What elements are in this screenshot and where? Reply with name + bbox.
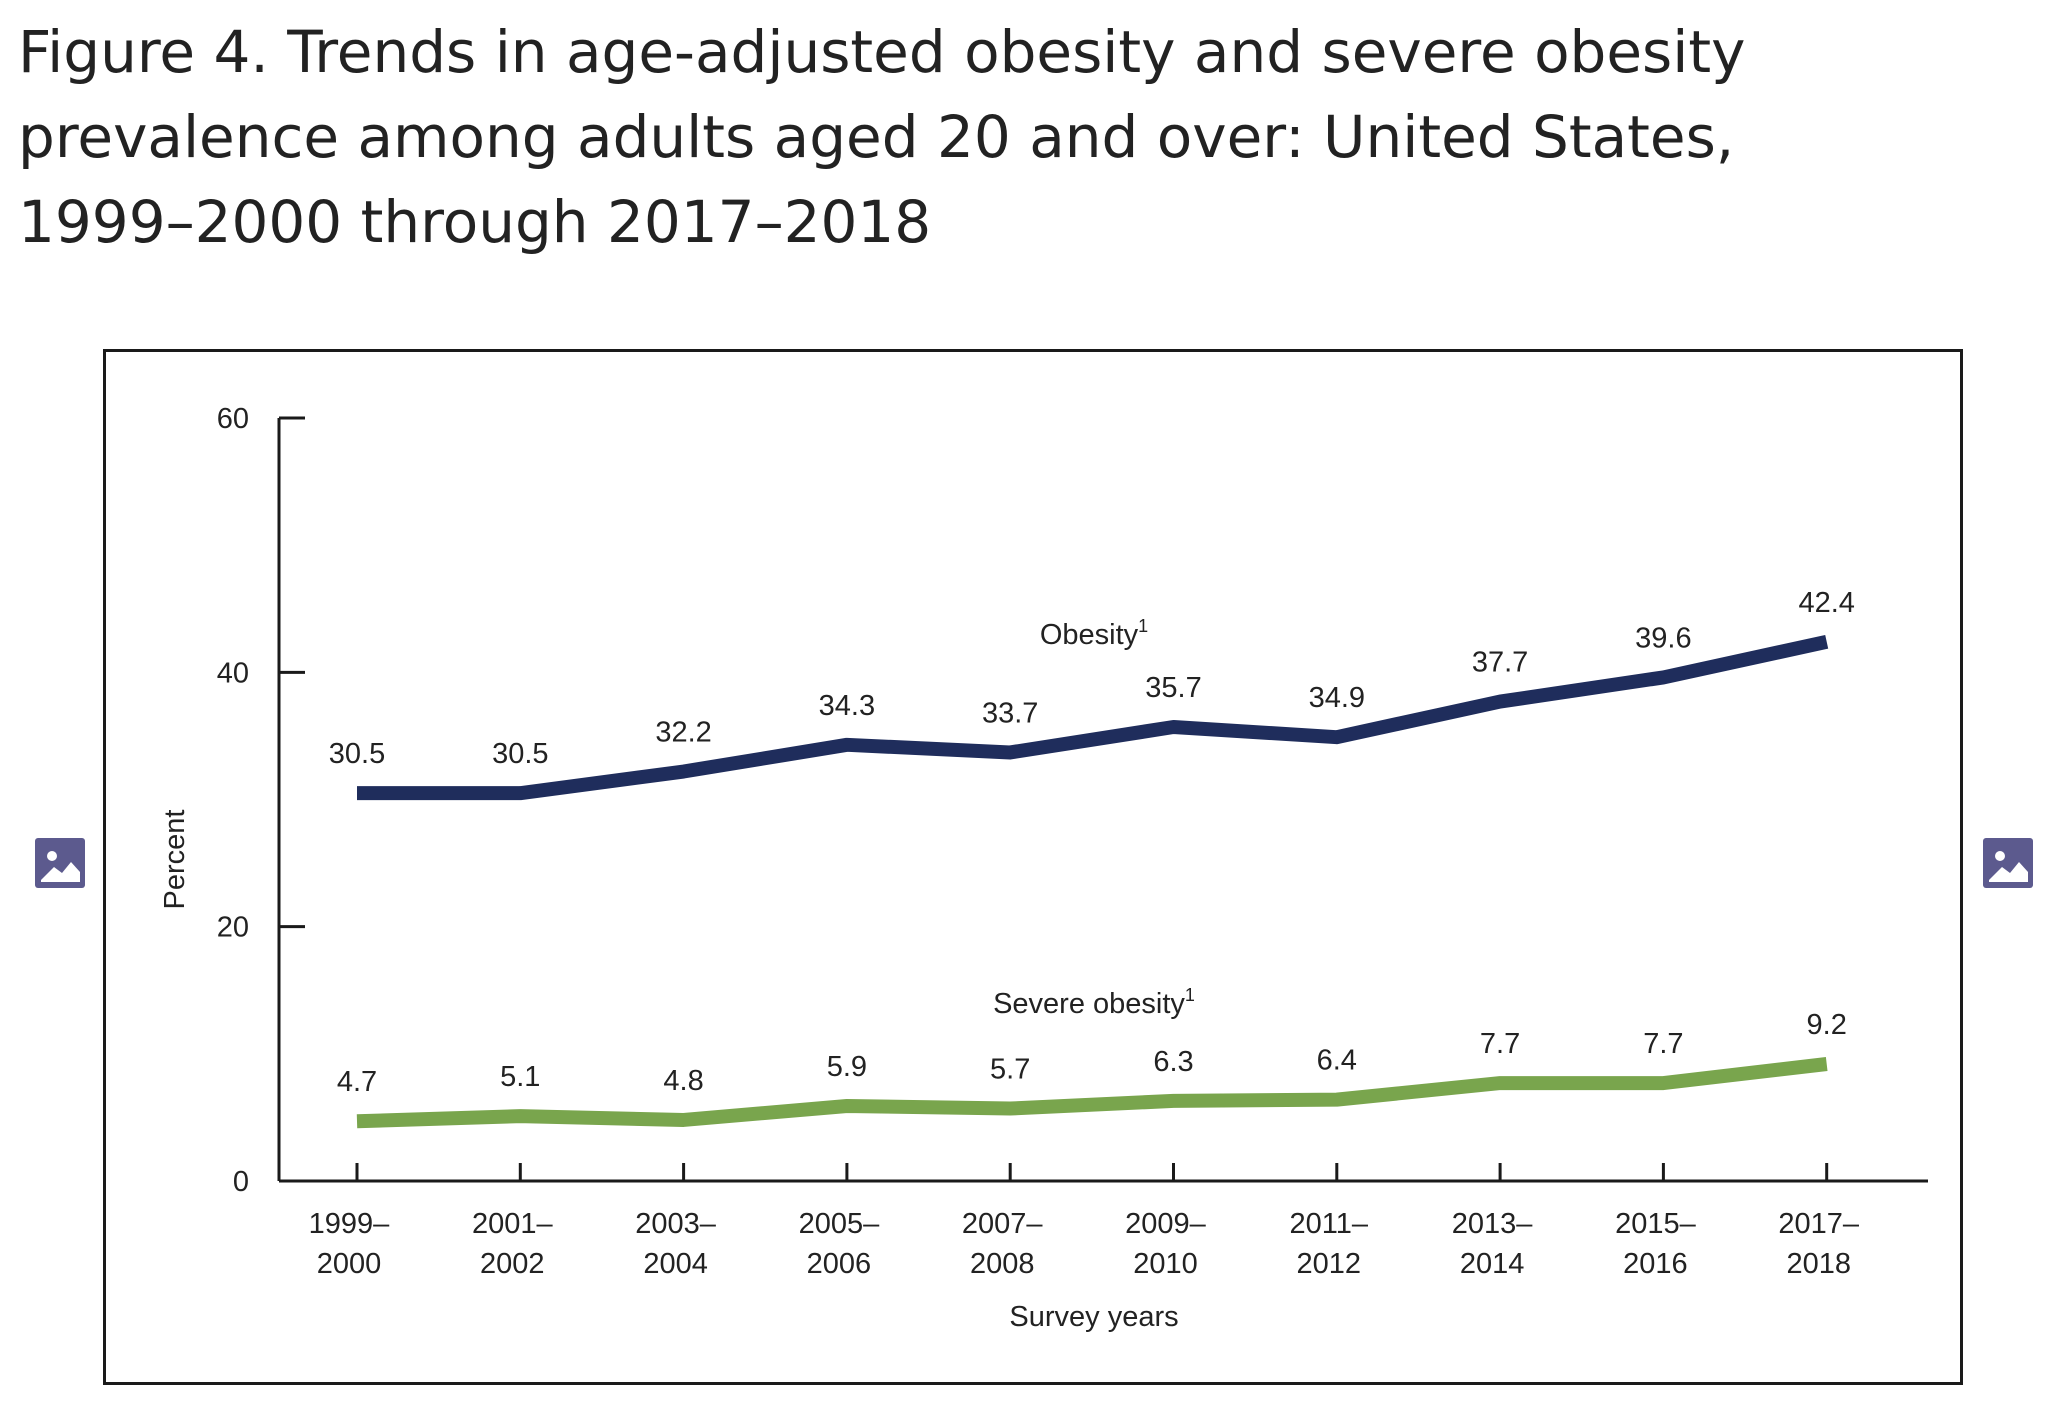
data-label: 6.4 bbox=[1317, 1045, 1357, 1077]
y-tick-label: 40 bbox=[217, 657, 249, 689]
data-label: 39.6 bbox=[1635, 622, 1691, 654]
x-tick-label: 2000 bbox=[317, 1248, 382, 1280]
y-tick-label: 60 bbox=[217, 403, 249, 435]
x-tick-label: 2005– bbox=[799, 1208, 881, 1240]
x-tick-label: 2014 bbox=[1460, 1248, 1525, 1280]
data-label: 4.7 bbox=[337, 1066, 377, 1098]
data-label: 7.7 bbox=[1643, 1028, 1683, 1060]
x-tick-label: 2013– bbox=[1452, 1208, 1534, 1240]
chart-frame: 0 20 40 60 Percent 1999– 2000 2001– 2002 2003– 200… bbox=[103, 349, 1963, 1385]
obesity-series-label: Obesity1 bbox=[1040, 616, 1148, 651]
data-label: 35.7 bbox=[1145, 672, 1201, 704]
data-label: 5.7 bbox=[990, 1054, 1030, 1086]
data-label: 33.7 bbox=[982, 697, 1038, 729]
data-label: 30.5 bbox=[492, 738, 548, 770]
x-tick-label: 2008 bbox=[970, 1248, 1035, 1280]
x-tick-label: 2006 bbox=[807, 1248, 872, 1280]
y-axis-label: Percent bbox=[159, 810, 191, 910]
y-tick-label: 20 bbox=[217, 912, 249, 944]
data-label: 32.2 bbox=[655, 717, 711, 749]
x-tick-label: 2010 bbox=[1133, 1248, 1198, 1280]
x-tick-label: 2007– bbox=[962, 1208, 1044, 1240]
x-tick-label: 2002 bbox=[480, 1248, 545, 1280]
severe-obesity-series-line bbox=[356, 1057, 1828, 1129]
image-icon[interactable] bbox=[1983, 838, 2033, 888]
y-tick-label: 0 bbox=[233, 1166, 249, 1198]
image-icon[interactable] bbox=[35, 838, 85, 888]
footnote-marker: 1 bbox=[1138, 616, 1148, 636]
image-icon-glyph bbox=[1989, 851, 2028, 882]
data-label: 7.7 bbox=[1480, 1028, 1520, 1060]
data-label: 30.5 bbox=[329, 738, 385, 770]
x-tick-label: 2018 bbox=[1786, 1248, 1851, 1280]
data-label: 42.4 bbox=[1798, 587, 1854, 619]
data-label: 37.7 bbox=[1472, 647, 1528, 679]
line-chart: 0 20 40 60 Percent 1999– 2000 2001– 2002 2003– 200… bbox=[159, 403, 1928, 1333]
x-tick-label: 2003– bbox=[635, 1208, 717, 1240]
data-label: 5.1 bbox=[500, 1061, 540, 1093]
obesity-series-line bbox=[357, 634, 1829, 801]
x-tick-label: 2017– bbox=[1778, 1208, 1860, 1240]
data-label: 34.3 bbox=[819, 690, 875, 722]
x-tick-label: 1999– bbox=[309, 1208, 391, 1240]
data-label: 5.9 bbox=[827, 1051, 867, 1083]
figure-title: Figure 4. Trends in age-adjusted obesity… bbox=[18, 18, 1746, 256]
severe-obesity-series-label: Severe obesity1 bbox=[993, 985, 1195, 1020]
data-label: 34.9 bbox=[1309, 682, 1365, 714]
image-icon-glyph bbox=[41, 851, 80, 882]
data-label: 9.2 bbox=[1807, 1009, 1847, 1041]
x-tick-label: 2016 bbox=[1623, 1248, 1688, 1280]
footnote-marker: 1 bbox=[1185, 985, 1195, 1005]
x-tick-label: 2015– bbox=[1615, 1208, 1697, 1240]
x-tick-label: 2012 bbox=[1297, 1248, 1362, 1280]
x-tick-label: 2009– bbox=[1125, 1208, 1207, 1240]
x-tick-label: 2001– bbox=[472, 1208, 554, 1240]
x-tick-label: 2011– bbox=[1290, 1208, 1369, 1240]
x-axis-label: Survey years bbox=[1009, 1301, 1178, 1333]
data-label: 6.3 bbox=[1153, 1046, 1193, 1078]
data-label: 4.8 bbox=[663, 1065, 703, 1097]
x-tick-label: 2004 bbox=[643, 1248, 708, 1280]
